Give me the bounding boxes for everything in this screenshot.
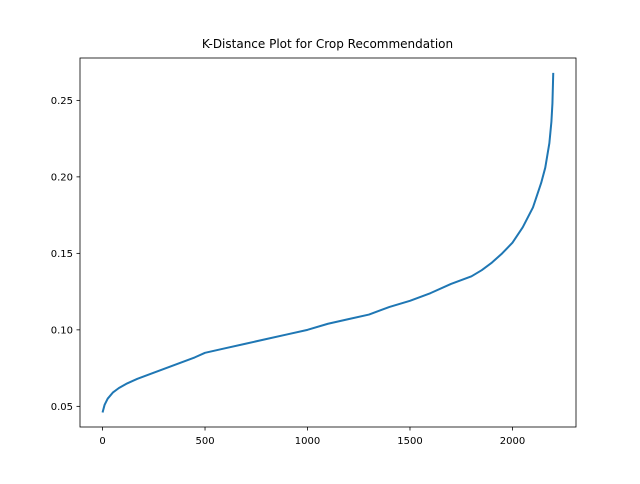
y-tick-label: 0.10: [51, 325, 73, 336]
y-tick-label: 0.05: [51, 402, 73, 413]
x-axis: 0 500 1000 1500 2000: [99, 427, 525, 447]
x-tick-label: 0: [99, 436, 105, 447]
plot-area: [101, 72, 555, 413]
x-tick-label: 1500: [397, 436, 422, 447]
y-axis: 0.05 0.10 0.15 0.20 0.25: [51, 96, 80, 413]
x-tick-label: 2000: [500, 436, 525, 447]
y-tick-label: 0.25: [51, 96, 73, 107]
y-tick-label: 0.20: [51, 172, 73, 183]
series-line-0: [101, 72, 555, 413]
chart-title: K-Distance Plot for Crop Recommendation: [202, 37, 453, 51]
y-tick-label: 0.15: [51, 249, 73, 260]
axes-frame: [79, 57, 577, 428]
x-tick-label: 1000: [295, 436, 320, 447]
x-tick-label: 500: [195, 436, 214, 447]
